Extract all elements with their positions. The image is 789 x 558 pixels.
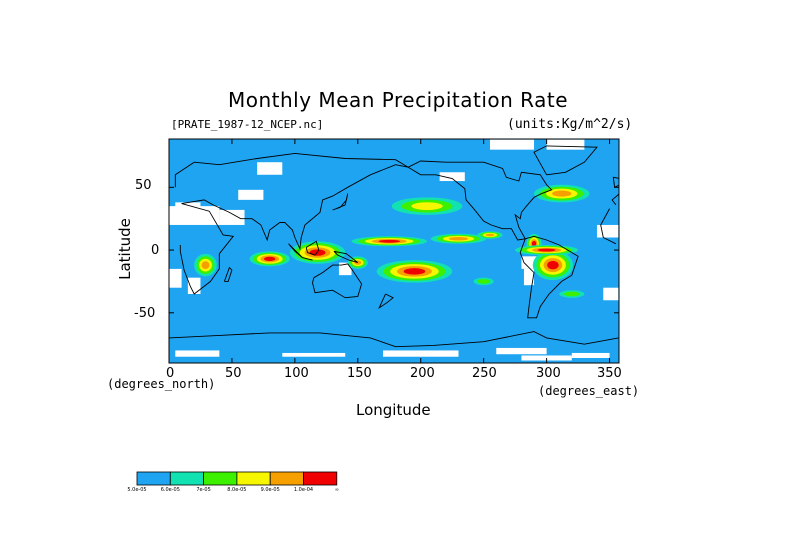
file-label: [PRATE_1987-12_NCEP.nc] — [171, 118, 324, 131]
coastline — [332, 193, 349, 211]
coastline — [169, 331, 619, 348]
coastline — [600, 208, 617, 245]
coastline — [612, 176, 619, 188]
coastline — [302, 257, 313, 261]
y-tick-label: -50 — [134, 306, 156, 321]
colorbar-swatch — [169, 471, 205, 486]
rain-contour — [547, 260, 559, 270]
coastline — [305, 240, 320, 256]
low-precip-patch — [382, 350, 459, 357]
low-precip-patch — [175, 350, 220, 357]
low-precip-patch — [169, 268, 182, 288]
rain-contour — [531, 240, 537, 247]
low-precip-patch — [496, 347, 547, 355]
coastline — [333, 250, 359, 264]
colorbar-label: 7e-05 — [196, 487, 211, 493]
rain-contour — [411, 202, 443, 211]
x-tick-label: 350 — [597, 366, 622, 381]
coastline — [533, 145, 598, 176]
low-precip-patch — [439, 172, 465, 182]
coastline — [223, 266, 233, 282]
low-precip-patch — [521, 355, 572, 361]
low-precip-patch — [187, 277, 201, 294]
precipitation-field — [169, 139, 619, 361]
coastline — [179, 203, 235, 295]
colorbar-swatch — [203, 471, 238, 486]
low-precip-patch — [238, 189, 264, 200]
y-unit-note: (degrees_north) — [107, 377, 216, 391]
colorbar-label: ∞ — [334, 487, 339, 493]
y-tick-label: 0 — [151, 243, 160, 258]
rain-contour — [403, 268, 426, 275]
low-precip-patch — [257, 162, 283, 175]
low-precip-patch — [338, 262, 352, 276]
coastline — [611, 193, 619, 206]
coastline — [519, 235, 579, 319]
rain-contour — [263, 256, 276, 261]
colorbar-label: 1.0e-04 — [293, 487, 314, 493]
rain-contour — [201, 261, 210, 270]
coastline — [378, 293, 394, 310]
low-precip-patch — [546, 139, 585, 150]
colorbar-label: 5.0e-05 — [127, 487, 147, 493]
low-precip-patch — [523, 268, 535, 286]
colorbar-label: 9.0e-05 — [260, 487, 280, 493]
colorbar-label: 6.0e-05 — [160, 487, 180, 493]
x-tick-label: 200 — [410, 366, 435, 381]
x-tick-label: 0 — [166, 366, 175, 381]
x-tick-label: 150 — [347, 366, 372, 381]
rain-contour — [448, 237, 469, 241]
low-precip-patch — [219, 209, 245, 225]
low-precip-patch — [489, 139, 535, 150]
low-precip-patch — [603, 287, 619, 301]
units-label: (units:Kg/m^2/s) — [507, 117, 633, 132]
coastline — [288, 243, 303, 258]
x-tick-label: 300 — [536, 366, 561, 381]
colorbar-swatch — [236, 471, 271, 486]
map-frame — [168, 138, 620, 364]
low-precip-patch — [175, 202, 201, 215]
chart-title: Monthly Mean Precipitation Rate — [228, 88, 569, 112]
rain-contour — [378, 239, 401, 243]
rain-contour — [552, 190, 572, 197]
y-tick-label: 50 — [135, 178, 152, 193]
x-unit-note: (degrees_east) — [538, 384, 640, 398]
x-tick-label: 50 — [225, 366, 242, 381]
colorbar-swatch — [136, 471, 171, 486]
axis-ticks — [168, 139, 619, 363]
colorbar-swatch — [303, 471, 338, 486]
rain-contour — [485, 233, 495, 237]
x-tick-label: 100 — [284, 366, 309, 381]
low-precip-patch — [571, 352, 610, 358]
coastline — [312, 263, 363, 299]
x-tick-label: 250 — [472, 366, 497, 381]
coastline — [174, 152, 409, 251]
coastlines — [169, 145, 619, 348]
rain-contour — [564, 291, 580, 297]
x-axis-label: Longitude — [356, 401, 431, 419]
low-precip-patch — [282, 352, 346, 357]
rain-contour — [477, 279, 490, 284]
colorbar-swatch — [269, 471, 304, 486]
rain-contour — [537, 248, 556, 252]
coastline — [407, 160, 553, 241]
colorbar-label: 8.0e-05 — [227, 487, 247, 493]
